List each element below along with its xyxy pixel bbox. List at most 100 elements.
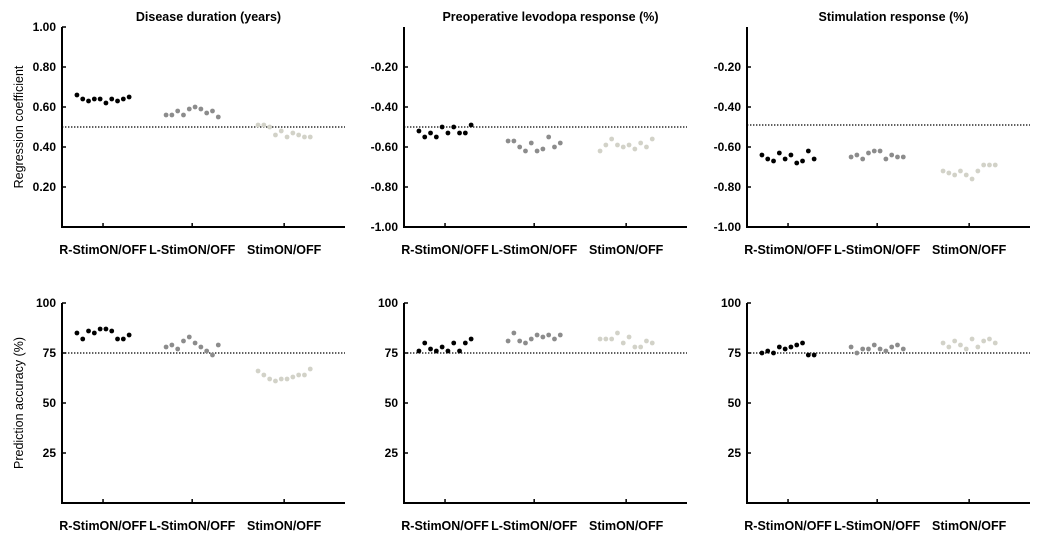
data-point xyxy=(987,162,992,168)
data-point xyxy=(517,144,523,150)
data-point xyxy=(981,338,987,344)
chart-panel: 25 50 75 100 R-StimON/OFF L-StimON/OFF StimON/… xyxy=(12,296,345,533)
data-point xyxy=(181,112,186,118)
data-point xyxy=(422,340,428,346)
data-point xyxy=(267,124,273,130)
data-point xyxy=(74,92,80,98)
data-point xyxy=(771,350,776,356)
data-point xyxy=(97,96,103,102)
data-point xyxy=(794,342,800,348)
x-category-label: L-StimON/OFF xyxy=(149,519,235,533)
y-tick-label: 50 xyxy=(385,396,399,410)
data-point xyxy=(632,344,638,350)
y-tick-label: 75 xyxy=(43,346,57,360)
data-point xyxy=(620,144,626,150)
data-point xyxy=(860,346,866,352)
data-point xyxy=(597,148,603,154)
x-category-label: R-StimON/OFF xyxy=(744,243,832,257)
y-tick-label: 25 xyxy=(385,446,399,460)
data-point xyxy=(800,158,805,164)
y-tick-label: 0.20 xyxy=(33,180,57,194)
data-point xyxy=(854,350,860,356)
data-point xyxy=(765,348,771,354)
data-point xyxy=(163,112,169,118)
data-point xyxy=(848,154,854,160)
data-point xyxy=(782,346,788,352)
data-point xyxy=(788,152,794,158)
data-point xyxy=(528,336,534,342)
data-point xyxy=(457,348,462,354)
data-point xyxy=(603,336,609,342)
data-point xyxy=(958,342,963,348)
data-point xyxy=(126,94,132,100)
y-tick-label: 0.40 xyxy=(33,140,57,154)
chart-title: Disease duration (years) xyxy=(136,10,281,24)
data-point xyxy=(103,100,109,106)
x-category-label: StimON/OFF xyxy=(589,519,664,533)
data-point xyxy=(788,344,794,350)
data-point xyxy=(546,134,552,140)
data-point xyxy=(603,142,609,148)
data-point xyxy=(975,168,981,174)
y-tick-label: 1.00 xyxy=(33,20,57,34)
data-point xyxy=(963,346,969,352)
data-point xyxy=(192,104,198,110)
data-point xyxy=(649,340,655,346)
data-point xyxy=(204,348,210,354)
data-point xyxy=(877,346,883,352)
data-point xyxy=(889,152,895,158)
data-point xyxy=(416,348,422,354)
data-point xyxy=(517,338,523,344)
data-point xyxy=(273,378,278,384)
data-point xyxy=(307,366,313,372)
data-point xyxy=(198,106,204,112)
data-point xyxy=(805,148,811,154)
data-point xyxy=(597,336,603,342)
data-point xyxy=(192,340,198,346)
data-point xyxy=(296,372,302,378)
data-point xyxy=(552,336,557,342)
data-point xyxy=(877,148,883,154)
data-point xyxy=(975,344,981,350)
data-point xyxy=(261,122,267,128)
data-point xyxy=(848,344,854,350)
x-category-label: StimON/OFF xyxy=(247,519,322,533)
data-point xyxy=(992,340,998,346)
data-point xyxy=(900,154,906,160)
data-point xyxy=(794,160,800,166)
data-point xyxy=(958,168,963,174)
data-point xyxy=(302,134,307,140)
data-point xyxy=(103,326,109,332)
data-point xyxy=(296,132,302,138)
chart-panel: -1.00 -0.80 -0.60 -0.40 -0.20 R-StimON/OFF L-S… xyxy=(714,10,1030,257)
y-tick-label: -0.40 xyxy=(371,100,399,114)
x-category-label: StimON/OFF xyxy=(247,243,322,257)
data-point xyxy=(963,172,969,178)
data-point xyxy=(523,148,528,154)
y-tick-label: -0.60 xyxy=(371,140,399,154)
data-point xyxy=(462,130,468,136)
data-point xyxy=(776,150,782,156)
data-point xyxy=(428,346,433,352)
data-point xyxy=(889,344,895,350)
data-point xyxy=(210,108,215,114)
data-point xyxy=(126,332,132,338)
data-point xyxy=(883,156,889,162)
y-tick-label: 75 xyxy=(728,346,742,360)
x-category-label: R-StimON/OFF xyxy=(401,243,489,257)
data-point xyxy=(169,112,175,118)
data-point xyxy=(290,374,296,380)
data-point xyxy=(290,130,296,136)
data-point xyxy=(302,372,307,378)
y-tick-label: -0.80 xyxy=(371,180,399,194)
data-point xyxy=(422,134,428,140)
data-point xyxy=(416,128,422,134)
data-point xyxy=(210,352,215,358)
y-tick-label: 100 xyxy=(36,296,56,310)
x-category-label: L-StimON/OFF xyxy=(149,243,235,257)
data-point xyxy=(120,96,126,102)
data-point xyxy=(552,144,557,150)
x-category-label: R-StimON/OFF xyxy=(744,519,832,533)
data-point xyxy=(895,154,900,160)
